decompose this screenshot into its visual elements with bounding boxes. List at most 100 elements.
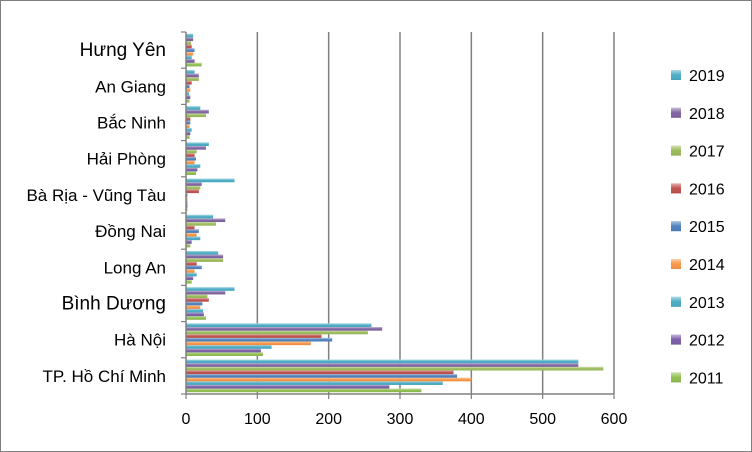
category-label-tp-ho-chi-minh: TP. Hồ Chí Minh: [43, 367, 166, 386]
x-tick-label-600: 600: [601, 411, 628, 428]
bar-long-an-2013: [186, 272, 197, 277]
bar-dong-nai-2013: [186, 236, 201, 241]
bar-hai-phong-2017: [186, 149, 197, 154]
bar-hung-yen-2015: [186, 48, 195, 52]
bar-tp-ho-chi-minh-2013: [186, 381, 443, 385]
legend-label: 2019: [689, 68, 725, 85]
bar-hai-phong-2016: [186, 153, 195, 157]
bar-dong-nai-2014: [186, 232, 197, 237]
bar-hai-phong-2012: [186, 167, 198, 172]
bar-long-an-2016: [186, 261, 197, 266]
bar-long-an-2012: [186, 276, 194, 280]
bar-long-an-2017: [186, 258, 224, 262]
bar-hung-yen-2012: [186, 59, 195, 63]
x-tick-label-200: 200: [315, 411, 342, 428]
x-tick-label-100: 100: [244, 411, 271, 428]
bar-bac-ninh-2011: [186, 135, 190, 139]
bar-ba-ria-vung-tau-2019: [186, 178, 235, 183]
bar-ha-noi-2017: [186, 330, 368, 335]
bar-an-giang-2013: [186, 91, 189, 96]
bar-hai-phong-2011: [186, 171, 196, 175]
bar-an-giang-2014: [186, 88, 191, 92]
x-tick-label-300: 300: [387, 411, 414, 428]
bar-binh-duong-2018: [186, 290, 226, 295]
bar-bac-ninh-2016: [186, 117, 191, 121]
bar-bac-ninh-2014: [186, 124, 190, 128]
bar-hung-yen-2017: [186, 41, 191, 45]
bar-ha-noi-2011: [186, 352, 264, 356]
bar-an-giang-2019: [186, 70, 195, 74]
x-tick-label-500: 500: [529, 411, 556, 428]
legend-label: 2018: [689, 106, 725, 123]
bar-hai-phong-2019: [186, 142, 209, 147]
bar-hung-yen-2018: [186, 37, 194, 42]
legend-item-2016: 2016: [671, 181, 725, 198]
bar-long-an-2015: [186, 265, 202, 270]
bar-dong-nai-2018: [186, 218, 226, 223]
legend-item-2011: 2011: [671, 370, 724, 387]
bar-series: [186, 33, 604, 393]
legend-label: 2014: [689, 257, 725, 274]
bar-an-giang-2018: [186, 73, 199, 78]
bar-an-giang-2017: [186, 77, 199, 81]
bar-long-an-2019: [186, 251, 219, 255]
bar-tp-ho-chi-minh-2017: [186, 366, 604, 371]
bar-ha-noi-2019: [186, 323, 372, 328]
legend-item-2019: 2019: [671, 68, 725, 85]
legend-label: 2012: [689, 333, 725, 350]
category-label-long-an: Long An: [104, 258, 166, 277]
bar-binh-duong-2011: [186, 316, 206, 320]
bar-ha-noi-2013: [186, 345, 272, 349]
bar-ba-ria-vung-tau-2016: [186, 189, 199, 194]
bar-binh-duong-2017: [186, 294, 208, 299]
legend-label: 2013: [689, 295, 725, 312]
bar-binh-duong-2012: [186, 312, 204, 317]
category-labels: TP. Hồ Chí Minh Hà Nội Bình Dương Long An Đồ…: [26, 40, 166, 386]
axes: [181, 31, 615, 399]
legend-item-2013: 2013: [671, 295, 725, 312]
legend-item-2015: 2015: [671, 219, 725, 236]
bar-binh-duong-2014: [186, 305, 201, 309]
legend-label: 2011: [689, 370, 724, 387]
legend-item-2012: 2012: [671, 333, 725, 350]
bar-dong-nai-2019: [186, 214, 214, 219]
legend-item-2014: 2014: [671, 257, 725, 274]
bar-an-giang-2011: [186, 98, 190, 103]
category-label-bac-ninh: Bắc Ninh: [97, 114, 166, 133]
category-label-ha-noi: Hà Nội: [114, 331, 166, 350]
bar-long-an-2011: [186, 279, 192, 284]
bar-binh-duong-2013: [186, 308, 204, 313]
bar-hai-phong-2015: [186, 156, 196, 161]
bar-long-an-2014: [186, 269, 195, 273]
bar-hung-yen-2019: [186, 33, 194, 38]
legend-item-2018: 2018: [671, 106, 725, 123]
bar-ha-noi-2016: [186, 334, 322, 338]
bar-an-giang-2016: [186, 80, 192, 85]
bar-bac-ninh-2012: [186, 131, 191, 136]
bar-bac-ninh-2018: [186, 109, 209, 114]
bar-binh-duong-2019: [186, 287, 235, 291]
legend-label: 2016: [689, 181, 725, 198]
category-label-binh-duong: Bình Dương: [62, 294, 166, 315]
bar-ha-noi-2014: [186, 341, 311, 346]
bar-hai-phong-2014: [186, 160, 195, 165]
bar-tp-ho-chi-minh-2011: [186, 388, 422, 393]
bar-tp-ho-chi-minh-2016: [186, 370, 454, 375]
bar-hung-yen-2016: [186, 44, 192, 49]
bar-an-giang-2015: [186, 84, 190, 89]
legend-label: 2015: [689, 219, 725, 236]
bar-hung-yen-2014: [186, 51, 194, 56]
category-label-hai-phong: Hải Phòng: [87, 150, 166, 169]
bar-dong-nai-2015: [186, 229, 199, 233]
bar-binh-duong-2016: [186, 298, 209, 302]
x-tick-label-400: 400: [458, 411, 485, 428]
bar-ha-noi-2012: [186, 348, 261, 353]
legend: 2019 2018 2017 2016 2015 2014 2013 2012 2011: [671, 68, 725, 387]
bar-bac-ninh-2013: [186, 127, 192, 132]
category-label-hung-yen: Hưng Yên: [80, 40, 166, 61]
bar-ha-noi-2015: [186, 337, 333, 342]
bar-dong-nai-2012: [186, 240, 192, 244]
bar-dong-nai-2017: [186, 222, 216, 226]
bar-bac-ninh-2017: [186, 113, 206, 118]
